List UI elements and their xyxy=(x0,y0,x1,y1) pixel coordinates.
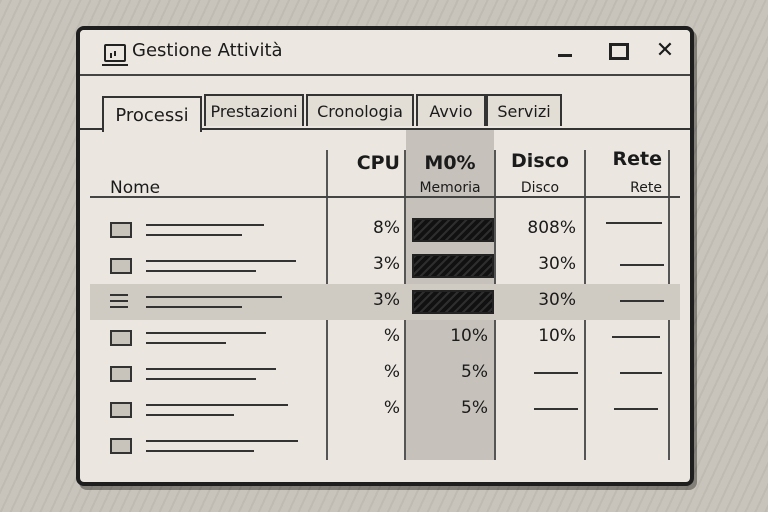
task-manager-app-icon xyxy=(102,44,128,66)
disk-value: 30% xyxy=(538,254,576,274)
tab-servizi[interactable]: Servizi xyxy=(486,94,562,126)
memory-bar xyxy=(412,218,494,242)
window-icon xyxy=(110,366,132,382)
process-name-placeholder xyxy=(146,414,234,416)
table-row-selected[interactable]: 3% 30% xyxy=(90,284,680,320)
disk-value: 30% xyxy=(538,290,576,310)
network-value xyxy=(620,300,664,302)
window-icon xyxy=(110,258,132,274)
process-name-placeholder xyxy=(146,378,256,380)
window-icon xyxy=(110,402,132,418)
tab-avvio[interactable]: Avvio xyxy=(416,94,486,126)
process-name-placeholder xyxy=(146,224,264,226)
process-name-placeholder xyxy=(146,296,282,298)
window-title: Gestione Attività xyxy=(132,40,283,61)
memory-bar xyxy=(412,254,494,278)
table-row[interactable]: 8% 808% xyxy=(90,212,680,248)
column-header-name[interactable]: Nome xyxy=(110,178,161,198)
header-divider xyxy=(90,196,680,198)
list-icon xyxy=(110,294,128,306)
memory-value: 5% xyxy=(461,398,488,418)
cpu-value: 3% xyxy=(373,290,400,310)
memory-value: 10% xyxy=(450,326,488,346)
tab-divider xyxy=(80,128,690,130)
process-name-placeholder xyxy=(146,260,296,262)
column-header-disk-value[interactable]: Disco xyxy=(511,150,569,172)
process-name-placeholder xyxy=(146,368,276,370)
memory-bar xyxy=(412,290,494,314)
process-name-placeholder xyxy=(146,306,242,308)
cpu-value: 3% xyxy=(373,254,400,274)
cpu-value: % xyxy=(383,326,400,346)
maximize-icon xyxy=(609,42,629,60)
tab-bar: Processi Prestazioni Cronologia Avvio Se… xyxy=(80,76,690,132)
disk-value xyxy=(534,372,578,374)
task-manager-window: Gestione Attività ✕ Processi Prestazioni… xyxy=(76,26,694,486)
window-icon xyxy=(110,222,132,238)
window-icon xyxy=(110,438,132,454)
process-name-placeholder xyxy=(146,342,226,344)
tab-prestazioni[interactable]: Prestazioni xyxy=(204,94,304,126)
process-name-placeholder xyxy=(146,404,288,406)
title-bar[interactable]: Gestione Attività ✕ xyxy=(80,30,690,76)
table-row[interactable]: % 5% xyxy=(90,356,680,392)
column-header-memory[interactable]: Memoria xyxy=(419,180,481,196)
close-icon: ✕ xyxy=(655,38,675,63)
network-value xyxy=(614,408,658,410)
close-button[interactable]: ✕ xyxy=(650,36,680,66)
column-header-memory-value[interactable]: M0% xyxy=(424,152,476,174)
table-row[interactable]: % 10% 10% xyxy=(90,320,680,356)
column-header-disk[interactable]: Disco xyxy=(520,180,560,196)
tab-processi[interactable]: Processi xyxy=(102,96,202,132)
table-row[interactable] xyxy=(90,428,680,464)
maximize-button[interactable] xyxy=(604,36,634,66)
column-header-cpu[interactable]: CPU xyxy=(356,152,400,174)
cpu-value: % xyxy=(383,362,400,382)
cpu-value: % xyxy=(383,398,400,418)
network-value xyxy=(612,336,660,338)
process-name-placeholder xyxy=(146,450,254,452)
disk-value: 808% xyxy=(527,218,576,238)
process-name-placeholder xyxy=(146,332,266,334)
disk-value: 10% xyxy=(538,326,576,346)
process-name-placeholder xyxy=(146,270,256,272)
table-row[interactable]: % 5% xyxy=(90,392,680,428)
column-header-network-value[interactable]: Rete xyxy=(612,148,663,170)
network-value xyxy=(620,264,664,266)
memory-value: 5% xyxy=(461,362,488,382)
network-value xyxy=(620,372,662,374)
network-value xyxy=(606,222,662,224)
minimize-icon xyxy=(558,53,572,57)
cpu-value: 8% xyxy=(373,218,400,238)
process-name-placeholder xyxy=(146,440,298,442)
column-header-network[interactable]: Rete xyxy=(630,180,662,196)
table-row[interactable]: 3% 30% xyxy=(90,248,680,284)
disk-value xyxy=(534,408,578,410)
minimize-button[interactable] xyxy=(550,36,580,66)
process-name-placeholder xyxy=(146,234,242,236)
tab-cronologia[interactable]: Cronologia xyxy=(306,94,414,126)
window-icon xyxy=(110,330,132,346)
